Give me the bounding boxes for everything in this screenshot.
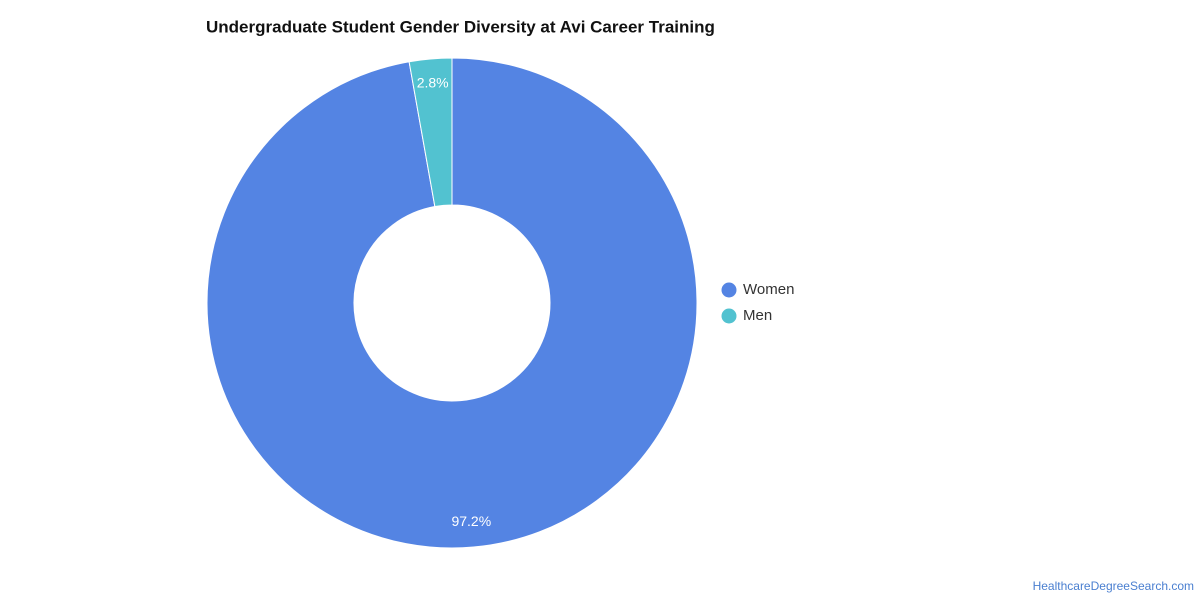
legend-label: Women [743,281,794,298]
legend-marker [721,308,737,324]
chart-title: Undergraduate Student Gender Diversity a… [206,17,715,36]
data-label: 2.8% [417,75,449,91]
donut-slice [408,57,453,208]
source[interactable]: HealthcareDegreeSearch.com [1033,579,1194,593]
data-label: 97.2% [451,513,491,529]
donut-slice [206,57,698,549]
legend-marker [721,282,737,298]
legend-label: Men [743,307,772,324]
